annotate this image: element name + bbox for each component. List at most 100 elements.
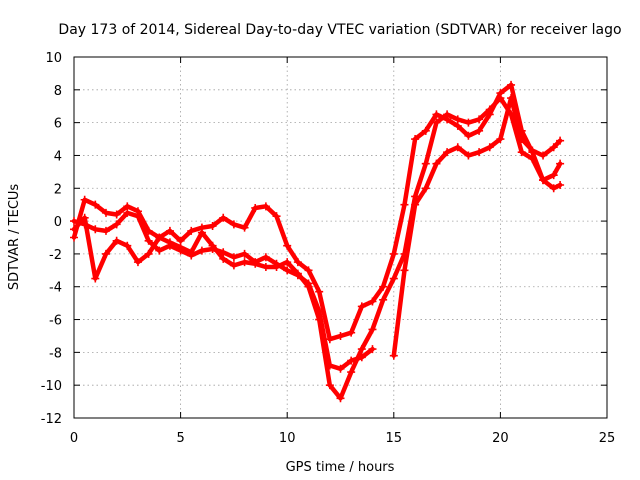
data-point-marker (155, 233, 164, 242)
data-point-marker (411, 192, 420, 201)
data-point-marker (368, 345, 377, 354)
series-line (71, 95, 563, 372)
data-point-marker (208, 241, 217, 250)
x-tick-label: 20 (492, 431, 509, 446)
series-track-a (70, 80, 565, 344)
data-point-marker (475, 126, 484, 135)
data-point-marker (240, 258, 249, 267)
data-point-marker (464, 131, 473, 140)
data-point-marker (187, 248, 196, 257)
data-point-marker (347, 368, 356, 377)
data-point-marker (101, 249, 110, 258)
x-tick-label: 0 (70, 431, 78, 446)
data-point-marker (187, 226, 196, 235)
y-tick-label: -4 (49, 281, 62, 296)
series-layer (70, 80, 565, 403)
y-tick-label: 6 (54, 117, 62, 132)
data-point-marker (432, 159, 441, 168)
data-point-marker (556, 136, 565, 145)
y-tick-label: 2 (54, 182, 62, 197)
data-point-marker (400, 200, 409, 209)
data-point-marker (528, 154, 537, 163)
data-point-marker (229, 220, 238, 229)
y-tick-label: 0 (54, 215, 62, 230)
data-point-marker (325, 381, 334, 390)
data-point-marker (379, 282, 388, 291)
data-point-marker (421, 126, 430, 135)
data-point-marker (368, 297, 377, 306)
data-point-marker (464, 118, 473, 127)
data-point-marker (549, 184, 558, 193)
data-point-marker (112, 236, 121, 245)
data-point-marker (240, 249, 249, 258)
data-point-marker (112, 210, 121, 219)
data-point-marker (389, 351, 398, 360)
data-point-marker (507, 80, 516, 89)
data-point-marker (507, 94, 516, 103)
data-point-marker (517, 148, 526, 157)
data-point-marker (379, 295, 388, 304)
data-point-marker (336, 364, 345, 373)
data-point-marker (251, 203, 260, 212)
data-point-marker (112, 220, 121, 229)
data-point-marker (133, 212, 142, 221)
data-point-marker (240, 223, 249, 232)
data-point-marker (432, 110, 441, 119)
data-point-marker (347, 328, 356, 337)
x-tick-label: 5 (176, 431, 184, 446)
data-point-marker (80, 195, 89, 204)
data-point-marker (261, 263, 270, 272)
y-tick-label: -12 (41, 412, 62, 427)
data-point-marker (165, 238, 174, 247)
series-line (71, 95, 563, 401)
data-point-marker (475, 115, 484, 124)
data-point-marker (283, 266, 292, 275)
data-point-marker (261, 202, 270, 211)
data-point-marker (421, 184, 430, 193)
data-point-marker (453, 115, 462, 124)
y-tick-label: -6 (49, 314, 62, 329)
y-tick-label: 10 (45, 51, 62, 66)
data-point-marker (133, 258, 142, 267)
data-point-marker (176, 243, 185, 252)
data-point-marker (549, 143, 558, 152)
grid-layer (74, 57, 607, 418)
data-point-marker (304, 282, 313, 291)
data-point-marker (144, 236, 153, 245)
data-point-marker (304, 266, 313, 275)
data-point-marker (485, 105, 494, 114)
data-point-marker (496, 135, 505, 144)
data-point-marker (315, 287, 324, 296)
data-point-marker (91, 225, 100, 234)
data-point-marker (272, 263, 281, 272)
data-point-marker (357, 345, 366, 354)
data-point-marker (443, 148, 452, 157)
data-point-marker (283, 258, 292, 267)
data-point-marker (101, 208, 110, 217)
data-point-marker (556, 180, 565, 189)
data-point-marker (123, 208, 132, 217)
data-point-marker (389, 249, 398, 258)
data-point-marker (453, 143, 462, 152)
data-point-marker (421, 159, 430, 168)
data-point-marker (101, 226, 110, 235)
data-point-marker (357, 302, 366, 311)
data-point-marker (272, 212, 281, 221)
data-point-marker (251, 259, 260, 268)
data-point-marker (556, 159, 565, 168)
data-point-marker (197, 228, 206, 237)
data-point-marker (229, 253, 238, 262)
data-point-marker (91, 274, 100, 283)
data-point-marker (197, 246, 206, 255)
data-point-marker (283, 241, 292, 250)
data-point-marker (432, 118, 441, 127)
data-point-marker (315, 315, 324, 324)
data-point-marker (496, 94, 505, 103)
data-point-marker (475, 148, 484, 157)
data-point-marker (464, 151, 473, 160)
data-point-marker (123, 241, 132, 250)
data-point-marker (293, 258, 302, 267)
data-point-marker (528, 146, 537, 155)
chart-title: Day 173 of 2014, Sidereal Day-to-day VTE… (58, 22, 621, 38)
